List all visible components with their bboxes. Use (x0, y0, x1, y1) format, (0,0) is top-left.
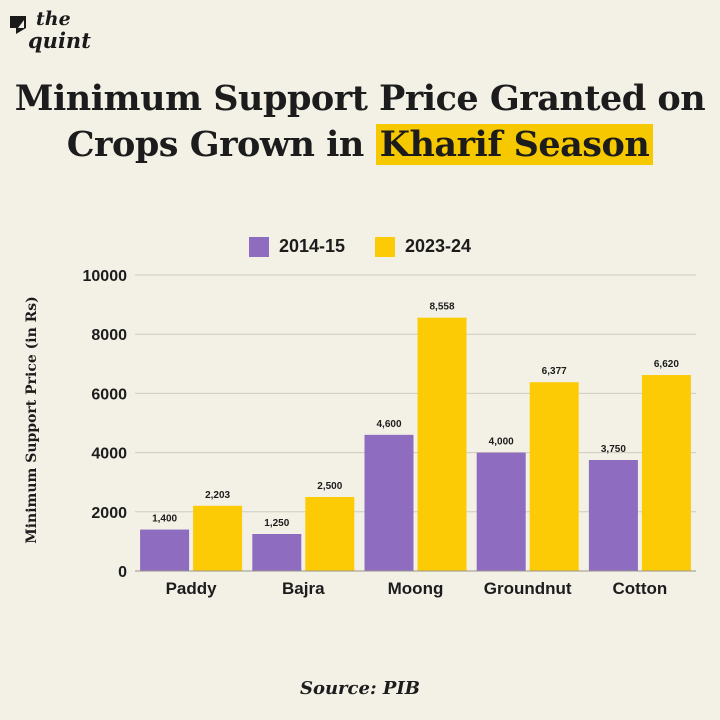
data-label: 3,750 (601, 444, 626, 455)
title-line-1: Minimum Support Price Granted on (14, 78, 706, 119)
legend-item-2023-24: 2023-24 (375, 236, 471, 257)
legend-swatch-2023-24 (375, 236, 395, 257)
data-label: 2,500 (317, 481, 342, 492)
bar (588, 460, 638, 571)
data-label: 4,600 (376, 419, 401, 430)
x-tick-label: Paddy (166, 579, 218, 598)
y-tick-label: 6000 (91, 386, 127, 403)
y-tick-label: 8000 (91, 327, 127, 344)
bar (305, 497, 355, 571)
data-label: 1,400 (152, 514, 177, 525)
x-tick-label: Bajra (282, 579, 325, 598)
y-tick-label: 2000 (91, 505, 127, 522)
data-label: 2,203 (205, 490, 230, 501)
x-tick-label: Groundnut (484, 579, 572, 598)
quote-mark-icon (10, 16, 26, 34)
bar (193, 505, 243, 571)
data-label: 6,620 (654, 359, 679, 370)
bar (252, 534, 302, 571)
y-tick-label: 4000 (91, 446, 127, 463)
bar (140, 529, 190, 571)
data-label: 6,377 (542, 366, 567, 377)
x-tick-label: Cotton (613, 579, 668, 598)
legend-label-2014-15: 2014-15 (278, 236, 345, 256)
brand-logo: the quint (8, 8, 98, 54)
bar (641, 375, 691, 571)
bar (476, 452, 526, 571)
source-note: Source: PIB (299, 678, 421, 699)
brand-text-quint: quint (28, 28, 91, 53)
data-label: 1,250 (264, 518, 289, 529)
legend-item-2014-15: 2014-15 (248, 236, 345, 257)
data-label: 4,000 (489, 437, 514, 448)
bar (417, 317, 467, 571)
bar (529, 382, 579, 571)
title-highlight: Kharif Season (375, 124, 654, 165)
title-line-2-prefix: Crops Grown in (66, 124, 376, 165)
data-label: 8,558 (429, 302, 454, 313)
y-tick-label: 10000 (83, 268, 128, 285)
bar (364, 434, 414, 571)
y-tick-label: 0 (118, 564, 127, 581)
legend-label-2023-24: 2023-24 (405, 236, 472, 256)
x-tick-label: Moong (388, 579, 444, 598)
title-line-2: Crops Grown in Kharif Season (0, 122, 720, 168)
legend-swatch-2014-15 (248, 236, 269, 257)
chart-title: Minimum Support Price Granted on Crops G… (0, 76, 720, 168)
legend: 2014-15 2023-24 (0, 236, 720, 257)
brand-text-the: the (36, 8, 71, 30)
